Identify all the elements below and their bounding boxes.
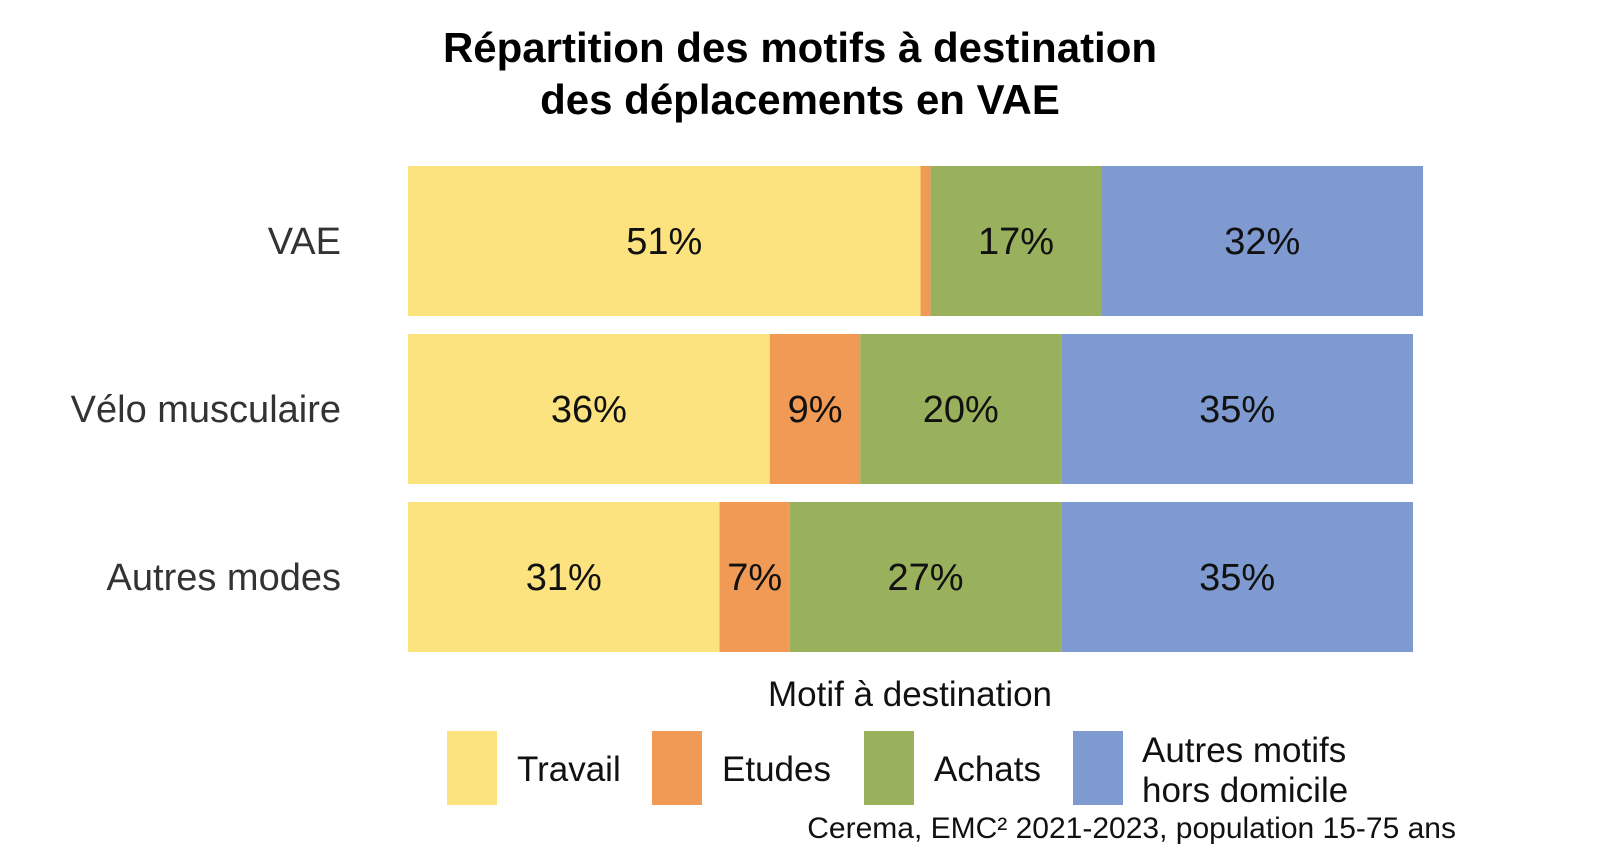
- category-labels: VAE Vélo musculaire Autres modes: [71, 221, 341, 599]
- legend-item: Travail: [447, 731, 621, 805]
- bar-segment: [1061, 334, 1413, 484]
- bar-segment: [719, 502, 790, 652]
- chart-title: Répartition des motifs à destination des …: [443, 24, 1157, 123]
- source-note: Cerema, EMC² 2021-2023, population 15-75…: [807, 812, 1456, 845]
- bars: [408, 166, 1424, 652]
- legend-swatch: [1073, 731, 1123, 805]
- data-label: 9%: [788, 389, 843, 431]
- data-label: 51%: [626, 221, 702, 263]
- bar-segment: [769, 334, 861, 484]
- legend-item: Etudes: [652, 731, 831, 805]
- data-label: 27%: [888, 557, 964, 599]
- legend-label: Etudes: [722, 750, 831, 789]
- data-label: 32%: [1224, 221, 1300, 263]
- legend: Motif à destination Travail Etudes Achats Au…: [447, 675, 1348, 810]
- category-label: Vélo musculaire: [71, 389, 341, 431]
- legend-label: Achats: [934, 750, 1041, 789]
- data-label: 36%: [551, 389, 627, 431]
- bar-segment: [408, 502, 720, 652]
- legend-label: Autres motifs: [1142, 731, 1346, 770]
- bar-segment: [1101, 166, 1424, 316]
- data-label: 20%: [923, 389, 999, 431]
- data-label: 17%: [978, 221, 1054, 263]
- legend-label: Travail: [517, 750, 621, 789]
- data-label: 7%: [727, 557, 782, 599]
- data-label: 35%: [1199, 557, 1275, 599]
- data-label: 35%: [1199, 389, 1275, 431]
- legend-swatch: [447, 731, 497, 805]
- legend-swatch: [864, 731, 914, 805]
- bar-segment: [1061, 502, 1413, 652]
- bar-segment: [930, 166, 1102, 316]
- chart-title-line: des déplacements en VAE: [540, 76, 1060, 123]
- chart-title-line: Répartition des motifs à destination: [443, 24, 1157, 71]
- category-label: VAE: [268, 221, 341, 263]
- value-labels: 51% 17% 32% 36% 9% 20% 35% 31% 7% 27% 35%: [526, 221, 1301, 599]
- legend-title: Motif à destination: [768, 675, 1052, 714]
- legend-label: hors domicile: [1142, 771, 1348, 810]
- data-label: 31%: [526, 557, 602, 599]
- bar-segment: [920, 166, 931, 316]
- bar-segment: [860, 334, 1062, 484]
- bar-segment: [789, 502, 1062, 652]
- category-label: Autres modes: [107, 557, 341, 599]
- legend-item: Achats: [864, 731, 1041, 805]
- bar-segment: [408, 166, 921, 316]
- bar-segment: [408, 334, 770, 484]
- legend-swatch: [652, 731, 702, 805]
